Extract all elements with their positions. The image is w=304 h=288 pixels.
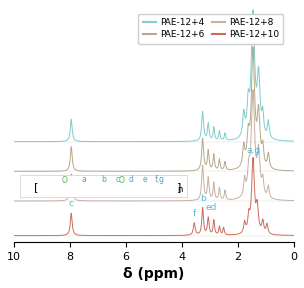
Line: PAE-12+6: PAE-12+6 xyxy=(14,47,294,171)
Text: n: n xyxy=(178,185,183,194)
PAE-12+10 xyxy=(291,234,294,237)
PAE-12+4 xyxy=(291,139,294,143)
PAE-12+6 xyxy=(12,170,16,173)
PAE-12+4 xyxy=(251,8,255,12)
PAE-12+6 xyxy=(292,169,295,173)
Text: b: b xyxy=(101,175,106,184)
PAE-12+6 xyxy=(280,168,284,172)
Line: PAE-12+10: PAE-12+10 xyxy=(14,158,294,236)
PAE-12+10 xyxy=(155,234,159,237)
PAE-12+10 xyxy=(251,156,255,159)
PAE-12+10 xyxy=(280,233,284,237)
Line: PAE-12+8: PAE-12+8 xyxy=(14,90,294,201)
PAE-12+6 xyxy=(251,45,255,48)
PAE-12+8 xyxy=(292,199,295,202)
PAE-12+8 xyxy=(12,199,16,203)
PAE-12+8 xyxy=(275,198,279,201)
Text: b: b xyxy=(200,194,206,203)
PAE-12+6 xyxy=(27,170,31,173)
Text: [: [ xyxy=(34,182,39,192)
PAE-12+4 xyxy=(275,138,279,141)
Line: PAE-12+4: PAE-12+4 xyxy=(14,10,294,142)
Text: ed: ed xyxy=(206,203,217,212)
PAE-12+10 xyxy=(237,232,240,236)
Text: a: a xyxy=(81,175,86,184)
PAE-12+4 xyxy=(27,140,31,143)
PAE-12+10 xyxy=(27,234,31,237)
Text: c: c xyxy=(69,199,74,209)
PAE-12+10 xyxy=(292,234,295,237)
FancyBboxPatch shape xyxy=(19,175,187,197)
Text: ]: ] xyxy=(177,182,181,192)
PAE-12+6 xyxy=(275,168,279,171)
Text: c: c xyxy=(115,175,119,184)
PAE-12+4 xyxy=(237,135,240,139)
PAE-12+8 xyxy=(251,88,255,91)
PAE-12+4 xyxy=(12,140,16,143)
PAE-12+8 xyxy=(27,199,31,203)
PAE-12+6 xyxy=(291,169,294,173)
Text: f: f xyxy=(193,209,196,218)
Text: O: O xyxy=(119,176,125,185)
PAE-12+10 xyxy=(12,234,16,237)
PAE-12+8 xyxy=(291,199,294,202)
PAE-12+4 xyxy=(155,140,159,143)
PAE-12+8 xyxy=(280,198,284,202)
PAE-12+6 xyxy=(237,165,240,168)
Text: a,g: a,g xyxy=(246,146,260,155)
Legend: PAE-12+4, PAE-12+6, PAE-12+8, PAE-12+10: PAE-12+4, PAE-12+6, PAE-12+8, PAE-12+10 xyxy=(138,14,283,43)
PAE-12+4 xyxy=(280,139,284,142)
PAE-12+6 xyxy=(155,169,159,173)
Text: d: d xyxy=(129,175,134,184)
PAE-12+4 xyxy=(292,139,295,143)
PAE-12+8 xyxy=(237,196,240,199)
PAE-12+8 xyxy=(155,199,159,203)
Text: O: O xyxy=(61,176,67,185)
X-axis label: δ (ppm): δ (ppm) xyxy=(123,267,185,281)
Text: f,g: f,g xyxy=(154,175,164,184)
Text: e: e xyxy=(143,175,148,184)
PAE-12+10 xyxy=(275,233,279,236)
